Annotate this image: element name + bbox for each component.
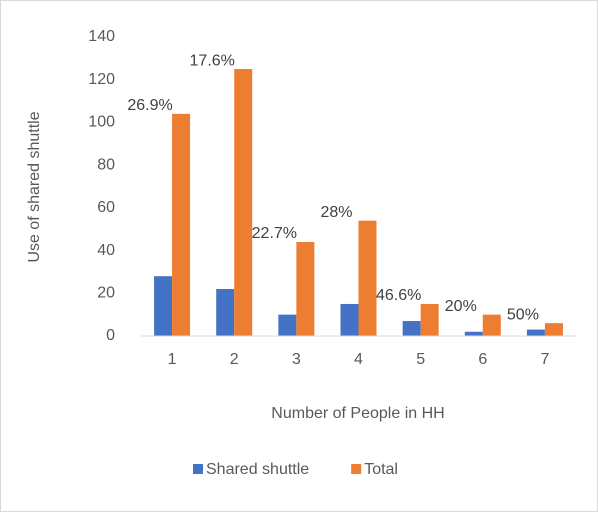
annotation: 22.7% [252, 225, 297, 242]
bar [358, 220, 377, 336]
y-tick-label: 100 [88, 114, 115, 131]
bar [420, 303, 439, 336]
annotation: 20% [445, 298, 477, 315]
annotation: 17.6% [190, 52, 235, 69]
bar [402, 321, 421, 336]
x-tick-label: 1 [168, 351, 177, 368]
bar [154, 276, 173, 336]
bar [482, 314, 501, 336]
x-axis-title: Number of People in HH [271, 405, 444, 422]
legend-label: Total [364, 461, 398, 478]
bar [340, 303, 359, 336]
x-tick-label: 4 [354, 351, 363, 368]
annotation: 28% [320, 204, 352, 221]
x-tick-label: 5 [416, 351, 425, 368]
annotation: 46.6% [376, 287, 421, 304]
x-tick-label: 6 [478, 351, 487, 368]
bar [526, 329, 545, 336]
bar [172, 113, 191, 336]
y-axis-title: Use of shared shuttle [26, 111, 43, 262]
y-tick-label: 140 [88, 28, 115, 45]
y-tick-label: 120 [88, 71, 115, 88]
y-tick-label: 40 [97, 242, 115, 259]
bar [544, 323, 563, 336]
x-tick-label: 2 [230, 351, 239, 368]
legend-swatch [193, 464, 203, 474]
x-tick-label: 7 [540, 351, 549, 368]
bar [278, 314, 297, 336]
legend-label: Shared shuttle [206, 461, 309, 478]
legend-swatch [351, 464, 362, 474]
annotation: 50% [507, 306, 539, 323]
annotation: 26.9% [127, 97, 172, 114]
bar [216, 289, 235, 336]
bar [464, 331, 483, 336]
y-tick-label: 20 [97, 285, 115, 302]
bar [234, 69, 253, 337]
y-tick-label: 80 [97, 156, 115, 173]
bar [296, 242, 315, 336]
y-tick-label: 60 [97, 199, 115, 216]
y-tick-label: 0 [106, 327, 115, 344]
x-tick-label: 3 [292, 351, 301, 368]
